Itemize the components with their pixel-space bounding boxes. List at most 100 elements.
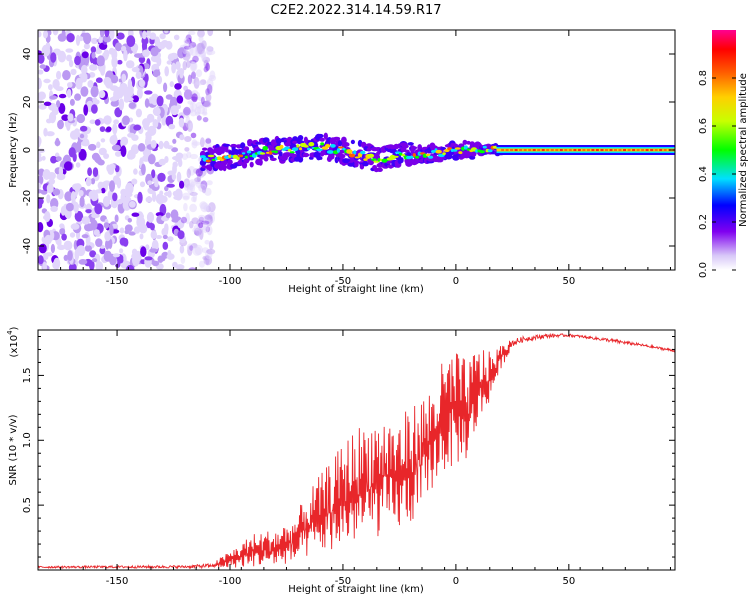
noise-blob [191,196,197,203]
tone-peak [564,149,568,151]
noise-blob [152,190,157,202]
signal-core [466,148,471,151]
noise-blob [109,135,118,145]
signal-halo [319,137,325,142]
signal-halo [341,142,350,147]
noise-blob [156,75,163,85]
noise-blob [46,183,54,194]
noise-blob [142,30,147,40]
noise-blob [44,252,53,257]
signal-halo [458,143,465,148]
tone-peak [528,149,532,151]
noise-blob [141,36,149,46]
noise-blob [79,133,85,139]
snr-multiplier-exp: 4 [6,330,14,335]
noise-blob [128,102,136,109]
signal-core [199,155,206,159]
noise-blob [66,54,72,62]
tone-peak [645,149,649,151]
snr-multiplier-close: ) [9,326,20,330]
noise-blob [52,79,60,90]
noise-blob [63,240,73,251]
noise-blob [202,117,209,123]
noise-blob [173,216,182,221]
tone-peak [537,149,541,151]
tone-peak [573,149,577,151]
signal-halo [399,157,404,164]
noise-blob [145,132,152,143]
snr-series-line [38,332,675,570]
tone-peak [641,149,645,151]
noise-blob [122,199,131,211]
noise-blob [112,123,118,135]
noise-blob [65,202,74,212]
noise-blob [175,61,181,70]
tone-peak [627,149,631,151]
colorbar-tick-label: 0.8 [698,70,709,86]
noise-blob [190,132,197,139]
noise-blob [169,81,174,88]
noise-blob [38,31,42,38]
noise-blob [146,211,155,223]
noise-blob [194,230,200,236]
noise-blob [38,197,44,206]
noise-blob [100,138,106,143]
noise-blob [109,96,118,102]
noise-blob [96,141,101,149]
noise-blob [206,180,213,186]
noise-blob [50,205,58,212]
noise-blob [205,93,212,102]
noise-blob [99,63,106,76]
noise-blob [128,231,136,236]
noise-blob [103,49,110,58]
x-tick-label: -50 [335,276,351,287]
noise-blob [184,147,190,152]
noise-blob [95,49,102,55]
noise-blob [96,55,105,67]
noise-blob [116,32,125,40]
signal-core [342,147,346,151]
signal-core [370,158,377,161]
colorbar: 0.0 0.2 0.4 0.6 0.8 Normalized spectral ampl… [698,30,749,278]
noise-blob [59,228,66,235]
noise-blob [79,196,85,208]
snr-ylabel: SNR (10 * v/v) [8,414,19,485]
noise-blob [155,212,164,217]
noise-blob [85,209,93,214]
noise-blob [74,55,81,66]
signal-halo [354,160,359,164]
noise-blob [59,223,65,229]
signal-core [373,160,380,163]
noise-blob [70,223,80,230]
noise-blob [202,223,209,234]
noise-blob [113,92,121,98]
noise-blob [155,235,162,239]
noise-blob [38,77,42,90]
noise-blob [83,32,92,45]
signal-halo [318,156,323,160]
tone-inner [496,148,675,152]
noise-blob [206,248,216,255]
signal-core [262,146,269,151]
signal-core [284,146,290,150]
noise-blob [129,151,136,160]
noise-blob [189,153,198,160]
snr-panel: -150 -100 -50 0 50 0.5 1.0 1.5 Height of straig… [6,326,676,595]
noise-blob [157,172,166,182]
noise-blob [95,157,103,164]
tone-peak [568,149,572,151]
noise-blob [202,106,208,115]
noise-blob [88,143,97,151]
noise-blob [70,191,76,203]
signal-halo [377,167,383,172]
noise-blob [56,70,62,80]
noise-blob [172,261,178,268]
noise-blob [103,153,110,160]
noise-blob [91,258,98,263]
signal-core [353,150,357,155]
noise-blob [164,66,169,77]
noise-blob [161,116,167,126]
signal-halo [249,161,254,168]
noise-blob [149,32,157,40]
noise-blob [153,69,161,78]
